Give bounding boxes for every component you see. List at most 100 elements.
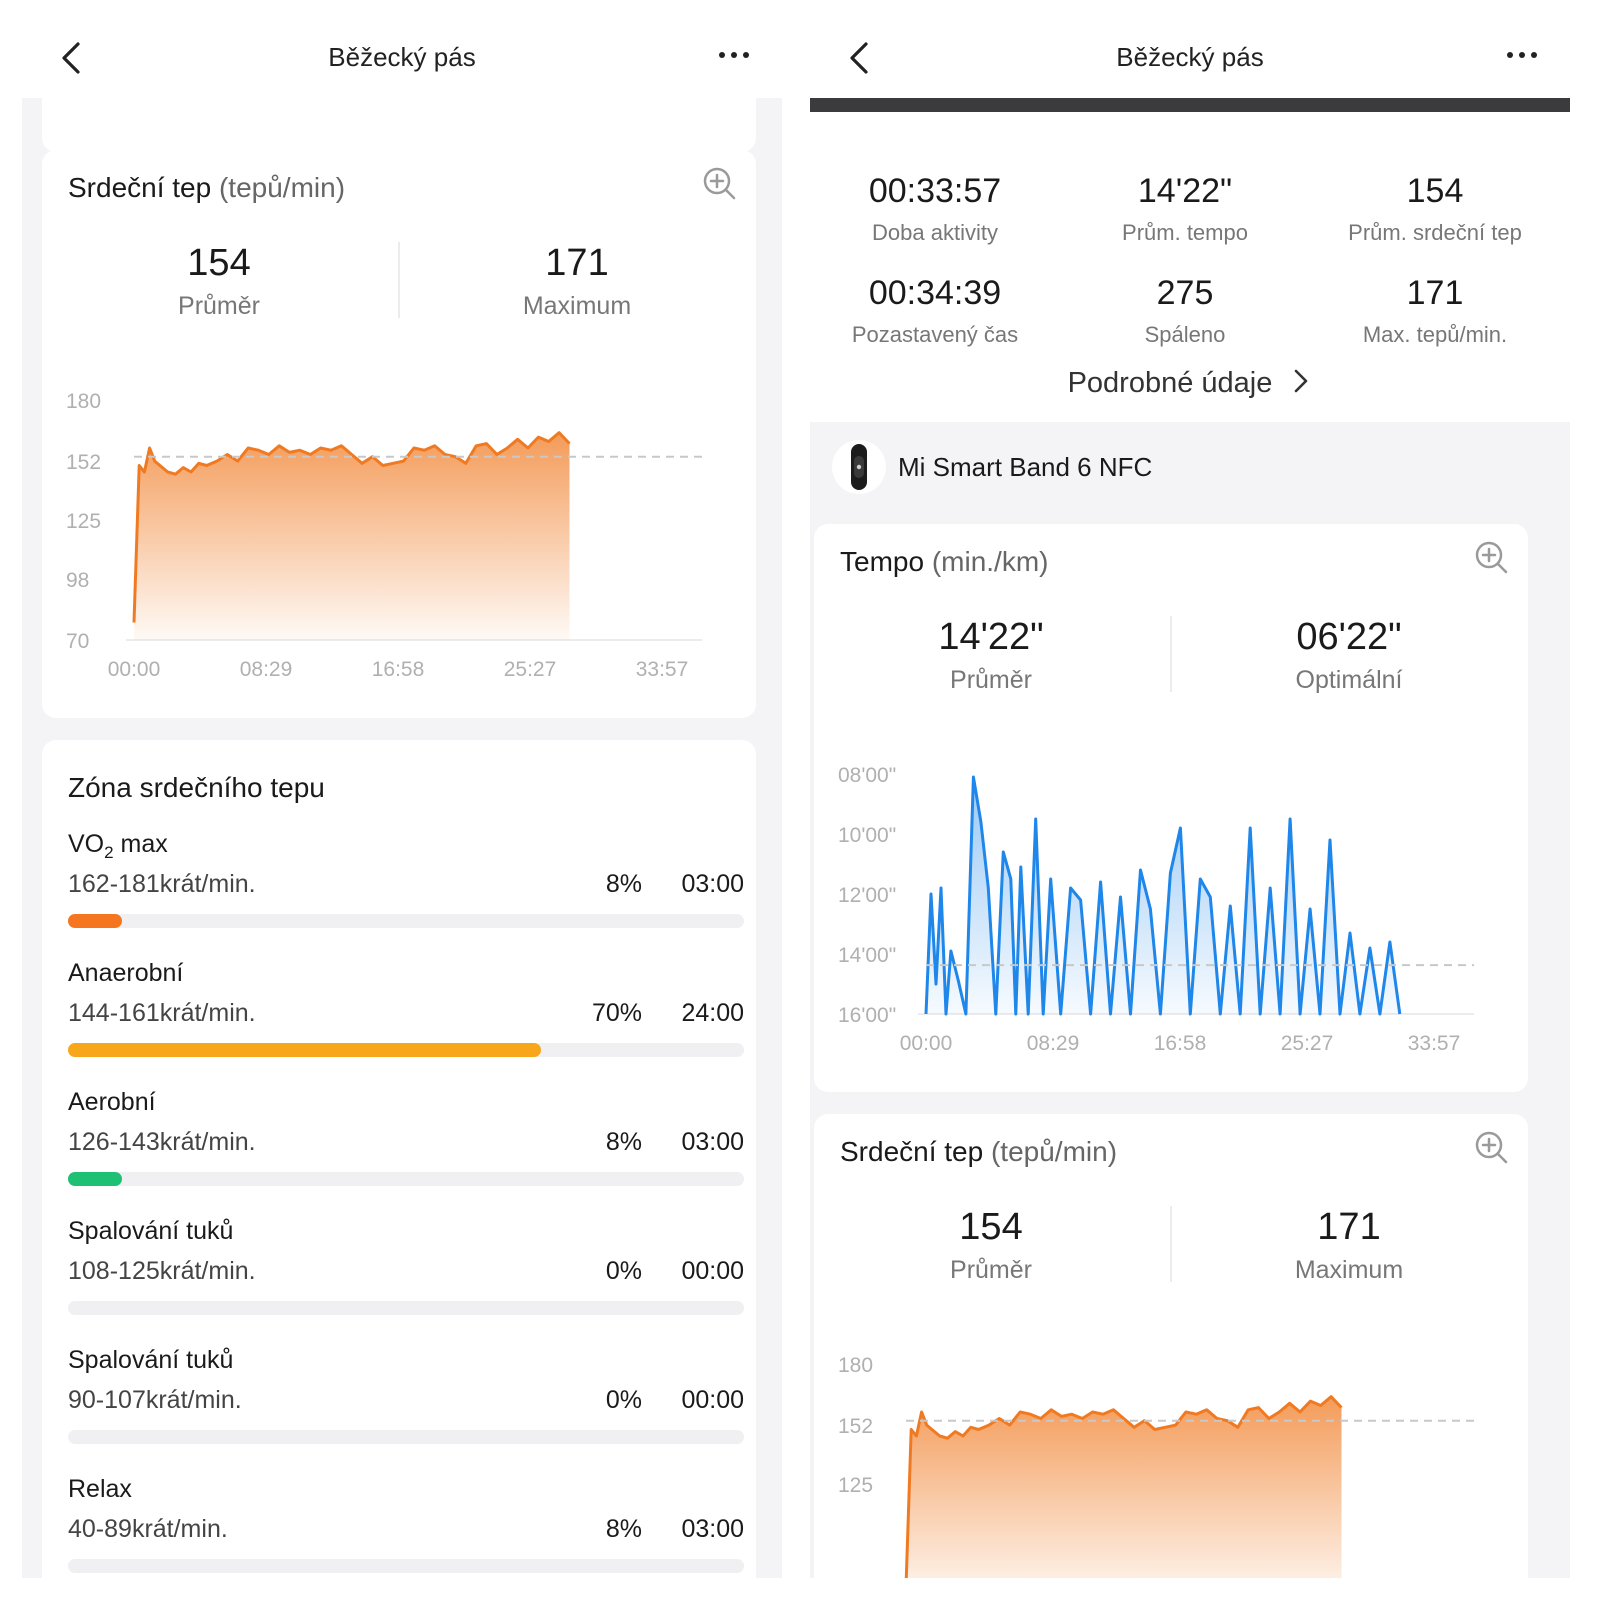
heart-rate-card: Srdeční tep (tepů/min) 154 Průměr 171 Ma… (42, 150, 756, 718)
summary-label: Pozastavený čas (851, 322, 1019, 347)
pace-title-text: Tempo (840, 546, 925, 577)
heart-rate-title: Srdeční tep (tepů/min) (840, 1136, 1117, 1168)
series-area (134, 432, 570, 640)
heart-rate-chart: 180 152 125 (838, 1354, 1474, 1578)
hr-average-label: Průměr (950, 1256, 1032, 1284)
heart-rate-chart: 180 152 125 98 70 00:00 08:29 16:58 25:27 33:57 (66, 390, 702, 681)
more-options-icon[interactable] (1502, 40, 1542, 70)
more-options-icon[interactable] (714, 40, 754, 70)
series-line (904, 1395, 1343, 1578)
right-screen: Běžecký pás 00:33:57 Doba aktivity 14'22… (810, 22, 1570, 1578)
zone-percent: 0% (605, 1386, 642, 1414)
zone-percent: 70% (591, 999, 642, 1027)
y-tick-label: 125 (66, 510, 101, 533)
hr-max-label: Maximum (522, 292, 632, 320)
zone-duration: 03:00 (681, 1128, 744, 1156)
hr-max-value: 171 (1317, 1206, 1381, 1248)
zone-progress-bar (68, 1430, 744, 1444)
zones-title: Zóna srdečního tepu (68, 772, 325, 803)
y-tick-label: 70 (66, 630, 89, 653)
zone-progress-fill (68, 914, 123, 928)
zone-name: Spalování tuků (68, 1217, 233, 1246)
summary-label: Max. tepů/min. (1362, 322, 1508, 347)
x-tick-label: 00:00 (900, 1032, 953, 1055)
zone-duration: 24:00 (681, 999, 744, 1027)
x-tick-label: 25:27 (504, 658, 557, 681)
back-arrow-icon[interactable] (840, 38, 880, 78)
hr-average-label: Průměr (178, 292, 260, 320)
pace-average-value: 14'22" (938, 616, 1044, 658)
pace-optimal-value: 06'22" (1296, 616, 1402, 658)
x-tick-label: 33:57 (636, 658, 689, 681)
zone-duration: 00:00 (681, 1386, 744, 1414)
heart-rate-title-text: Srdeční tep (68, 172, 212, 203)
y-tick-label: 14'00" (838, 944, 896, 967)
y-tick-label: 125 (838, 1474, 873, 1497)
zone-range: 108-125krát/min. (68, 1257, 256, 1285)
series-line (132, 431, 571, 623)
zone-name: Anaerobní (68, 959, 183, 988)
heart-rate-title: Srdeční tep (tepů/min) (68, 172, 345, 204)
y-tick-label: 152 (838, 1415, 873, 1438)
summary-value: 00:33:57 (868, 172, 1002, 210)
y-tick-label: 180 (838, 1354, 873, 1377)
hr-average-value: 154 (187, 242, 251, 284)
zone-percent: 8% (605, 1515, 642, 1543)
pace-unit: (min./km) (931, 546, 1049, 577)
y-tick-label: 10'00" (838, 824, 896, 847)
zoom-in-icon[interactable] (1474, 1130, 1510, 1166)
zone-progress-bar (68, 1559, 744, 1573)
summary-value: 00:34:39 (868, 274, 1002, 312)
detailed-data-link[interactable]: Podrobné údaje (810, 367, 1570, 400)
zone-range: 162-181krát/min. (68, 870, 256, 898)
top-bar: Běžecký pás (810, 22, 1570, 98)
pace-card: Tempo (min./km) 14'22" Průměr 06'22" Opt… (814, 524, 1528, 1092)
y-tick-label: 08'00" (838, 764, 896, 787)
zone-name-text: Spalování tuků (68, 1346, 234, 1374)
zone-progress-fill (68, 1043, 542, 1057)
summary-label: Doba aktivity (872, 220, 998, 245)
detailed-data-label: Podrobné údaje (1067, 367, 1273, 399)
zone-duration: 03:00 (681, 1515, 744, 1543)
zone-percent: 8% (605, 1128, 642, 1156)
summary-value: 14'22" (1137, 172, 1233, 210)
series-line (924, 775, 1402, 1016)
stat-divider (1170, 616, 1172, 692)
pace-chart: 08'00" 10'00" 12'00" 14'00" 16'00"00:00 08:29… (838, 764, 1474, 1055)
stat-divider (1170, 1206, 1172, 1282)
summary-value: 275 (1156, 274, 1214, 312)
hr-max-label: Maximum (1294, 1256, 1404, 1284)
zone-name-subscript: 2 (104, 843, 114, 862)
pace-optimal-label: Optimální (1295, 666, 1403, 694)
zone-name: Aerobní (68, 1088, 156, 1117)
x-tick-label: 16:58 (372, 658, 425, 681)
zone-range: 144-161krát/min. (68, 999, 256, 1027)
series-area (906, 1396, 1342, 1578)
y-tick-label: 98 (66, 569, 89, 592)
y-tick-label: 152 (66, 451, 101, 474)
stat-divider (398, 242, 400, 318)
band-device-icon (832, 440, 886, 494)
pace-average-label: Průměr (950, 666, 1032, 694)
summary-section: 00:33:57 Doba aktivity 14'22" Prům. temp… (810, 112, 1570, 422)
summary-label: Prům. srdeční tep (1348, 220, 1522, 245)
zone-progress-bar (68, 1172, 744, 1186)
zone-progress-bar (68, 1301, 744, 1315)
zone-name-text: Spalování tuků (68, 1217, 234, 1245)
zone-duration: 03:00 (681, 870, 744, 898)
x-tick-label: 00:00 (108, 658, 161, 681)
zone-percent: 8% (605, 870, 642, 898)
map-strip (810, 98, 1570, 112)
back-arrow-icon[interactable] (52, 38, 92, 78)
x-tick-label: 33:57 (1408, 1032, 1461, 1055)
zone-name-suffix: max (113, 830, 168, 858)
heart-rate-card: Srdeční tep (tepů/min) 154 Průměr 171 Ma… (814, 1114, 1528, 1578)
zoom-in-icon[interactable] (1474, 540, 1510, 576)
hr-average-value: 154 (959, 1206, 1023, 1248)
zone-name-text: VO (68, 830, 105, 858)
zoom-in-icon[interactable] (702, 166, 738, 202)
y-tick-label: 12'00" (838, 884, 896, 907)
summary-value: 154 (1406, 172, 1464, 210)
left-screen: Běžecký pás Srdeční tep (tepů/min) 154 P… (22, 22, 782, 1578)
page-title: Běžecký pás (1116, 42, 1264, 72)
